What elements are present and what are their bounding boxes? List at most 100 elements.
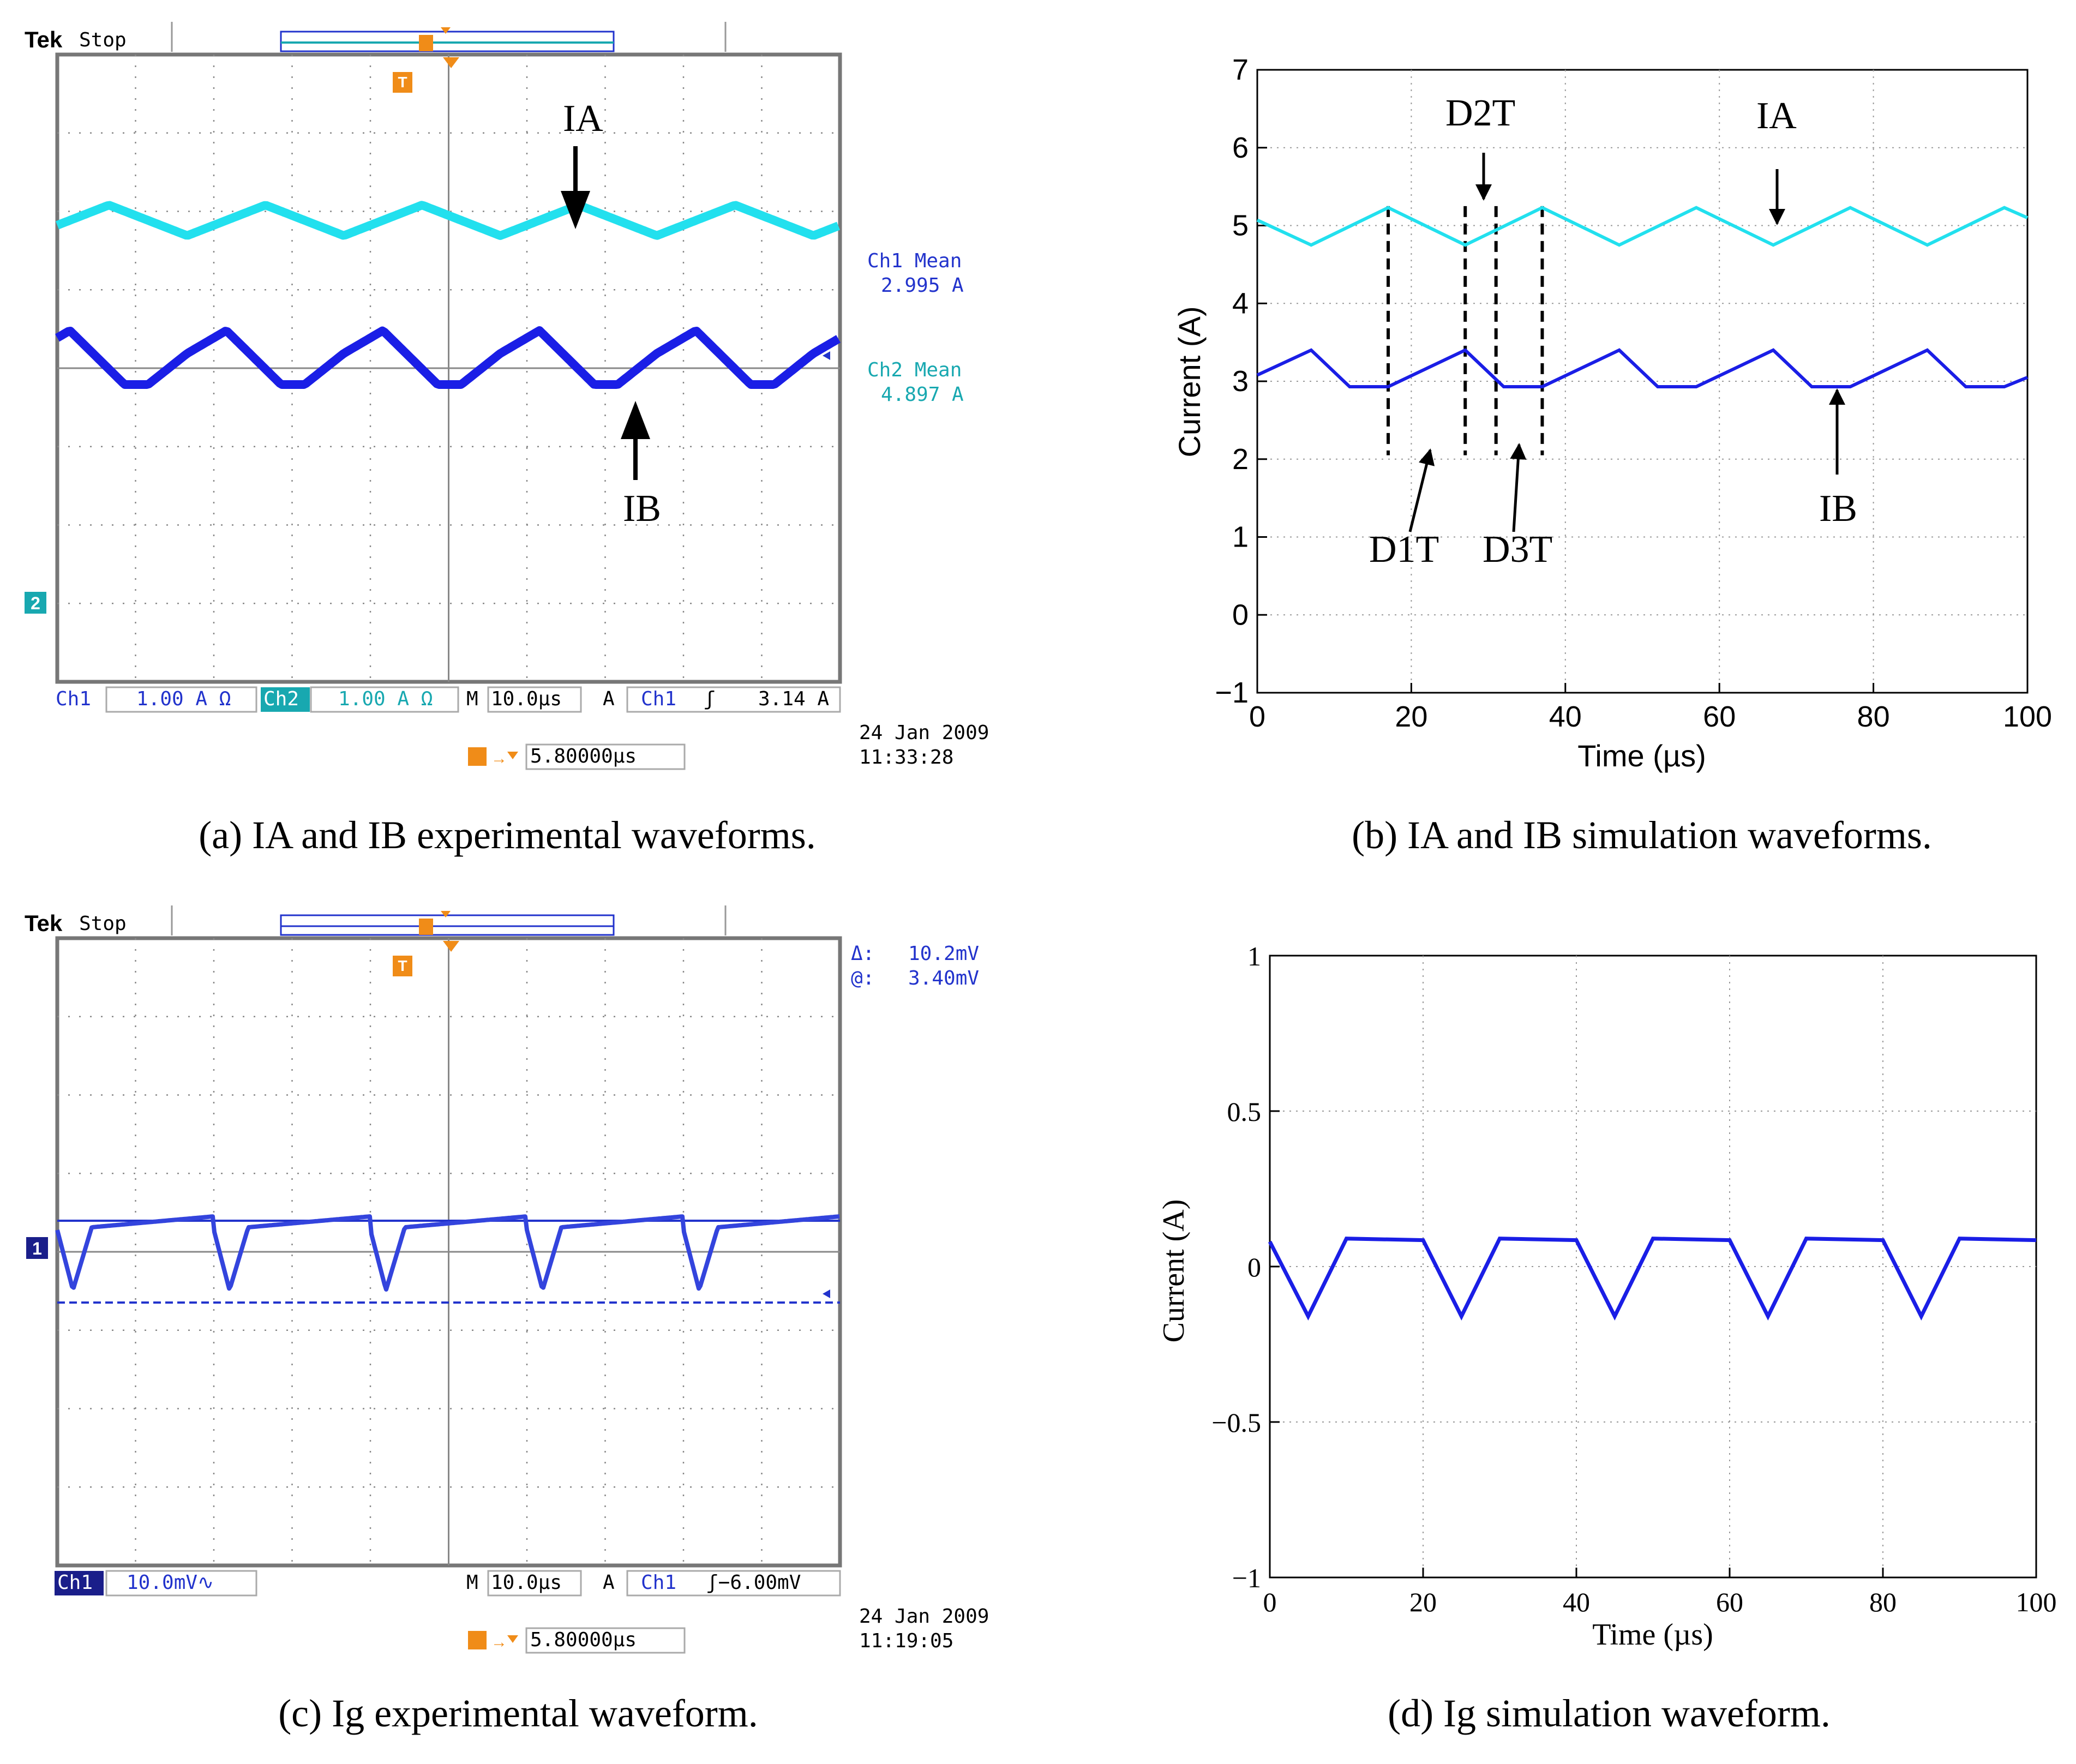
ch1-name-a: Ch1 [56, 688, 91, 710]
panel-a: Tek Stop T 2 IA IB Ch1 Mean 2.995 A Ch2 … [25, 22, 989, 857]
y-tick-label: 0 [1247, 1252, 1261, 1282]
scope-time-c: 11:19:05 [859, 1630, 953, 1652]
annot-ia-b: IA [1756, 95, 1797, 137]
svg-text:→: → [491, 749, 507, 767]
svg-text:M: M [466, 688, 478, 710]
ch1-scale-c: 10.0mV∿ [127, 1571, 214, 1594]
scope-time-a: 11:33:28 [859, 746, 953, 769]
trigger-position-a: 5.80000µs [530, 745, 637, 767]
record-view-bar-c [280, 914, 615, 936]
svg-text:1: 1 [32, 1239, 42, 1258]
label-ib-a: IB [623, 488, 661, 530]
ch1-mean-value: 2.995 A [881, 274, 964, 297]
y-tick-label: 4 [1232, 287, 1249, 320]
y-tick-label: 0.5 [1227, 1096, 1262, 1127]
trigger-t-icon [393, 72, 412, 93]
series-ia-line [1256, 206, 2029, 247]
scope-date-a: 24 Jan 2009 [859, 722, 989, 744]
time-div-c: 10.0µs [491, 1571, 562, 1594]
trace-ia-experimental [55, 201, 841, 240]
caption-b: (b) IA and IB simulation waveforms. [1352, 813, 1932, 857]
trigger-pos-icon-bottom-a [468, 747, 487, 766]
trace-ig-experimental [55, 1214, 840, 1292]
ylabel-d: Current (A) [1157, 1199, 1191, 1343]
x-tick-label: 80 [1869, 1587, 1897, 1617]
annot-ib-b: IB [1819, 488, 1857, 530]
trigger-t-icon-c [393, 956, 412, 976]
y-tick-label: −1 [1232, 1563, 1261, 1593]
x-tick-label: 0 [1263, 1587, 1277, 1617]
grid-d [1270, 956, 2036, 1577]
y-tick-label: 5 [1232, 209, 1249, 242]
axis-ticks-d: 0 20 40 60 80 100 −1 −0.5 0 0.5 1 [1211, 941, 2056, 1617]
scope-grid-a [57, 55, 840, 682]
svg-text:T: T [398, 957, 407, 974]
ch2-mean-title: Ch2 Mean [867, 359, 962, 381]
grid-b [1257, 70, 2027, 693]
y-tick-label: 0 [1232, 598, 1249, 631]
svg-text:2: 2 [31, 593, 40, 613]
trig-level-c: ʃ−6.00mV [706, 1571, 801, 1594]
y-tick-label: −0.5 [1211, 1407, 1261, 1438]
ch2-scale-a: 1.00 A Ω [338, 688, 433, 710]
svg-text:T: T [398, 74, 407, 91]
annot-d2-b: D2T [1445, 92, 1515, 134]
x-tick-label: 20 [1395, 700, 1427, 733]
trigger-position-c: 5.80000µs [530, 1629, 637, 1651]
xlabel-d: Time (µs) [1592, 1618, 1713, 1652]
x-tick-label: 100 [2003, 700, 2052, 733]
y-tick-label: −1 [1215, 676, 1249, 709]
plot-frame-d [1269, 955, 2037, 1579]
xlabel-b: Time (µs) [1577, 739, 1706, 773]
panel-d: 0 20 40 60 80 100 −1 −0.5 0 0.5 1 Time (µs) Curren… [1157, 941, 2057, 1735]
trigger-pos-icon [419, 35, 433, 51]
series-ib-line [1256, 348, 2029, 388]
cursor-delta-value: 10.2mV [908, 943, 979, 965]
trig-level-a: 3.14 A [758, 688, 829, 710]
x-tick-label: 100 [2016, 1587, 2057, 1617]
y-tick-label: 2 [1232, 443, 1249, 476]
scope-status-a: Stop [79, 29, 127, 51]
x-tick-label: 80 [1857, 700, 1890, 733]
scope-status-c: Stop [79, 913, 127, 935]
ch2-ref-marker-icon [823, 351, 830, 360]
annot-d3-b: D3T [1483, 529, 1552, 571]
svg-text:Ch1: Ch1 [641, 1571, 676, 1594]
ch1-mean-title: Ch1 Mean [867, 250, 962, 272]
x-tick-label: 20 [1409, 1587, 1437, 1617]
ch2-name-a: Ch2 [263, 688, 299, 710]
svg-text:Ch1: Ch1 [641, 688, 676, 710]
panel-c: Tek Stop T 1 Δ: 10.2mV @: 3.40mV Ch1 10.… [25, 905, 989, 1735]
svg-text:M: M [466, 1571, 478, 1594]
y-tick-label: 1 [1232, 521, 1249, 554]
series-ig-line [1268, 1237, 2037, 1321]
trig-slope-icon: ʃ [704, 688, 716, 710]
ch1-scale-a: 1.00 A Ω [136, 688, 231, 710]
ch2-mean-value: 4.897 A [881, 383, 964, 406]
tek-brand-c: Tek [25, 910, 63, 936]
x-tick-label: 0 [1249, 700, 1265, 733]
trigger-marker-icon [443, 57, 459, 68]
scope-date-c: 24 Jan 2009 [859, 1605, 989, 1628]
tek-brand-a: Tek [25, 27, 63, 52]
cursor-delta-label: Δ: [851, 943, 874, 965]
ylabel-b: Current (A) [1172, 307, 1207, 458]
caption-d: (d) Ig simulation waveform. [1388, 1691, 1831, 1735]
dashed-markers-b [1387, 206, 1544, 455]
y-tick-label: 3 [1232, 365, 1249, 398]
annot-d1-b: D1T [1369, 529, 1439, 571]
time-div-a: 10.0µs [491, 688, 562, 710]
cursor-at-value: 3.40mV [908, 967, 979, 989]
y-tick-label: 1 [1247, 941, 1261, 971]
svg-text:A: A [603, 688, 615, 710]
cursor-at-label: @: [851, 967, 874, 989]
channel-2-marker [25, 592, 46, 614]
caption-a: (a) IA and IB experimental waveforms. [199, 813, 816, 857]
x-tick-label: 60 [1703, 700, 1736, 733]
x-tick-label: 40 [1563, 1587, 1590, 1617]
svg-text:A: A [603, 1571, 615, 1594]
trace-ib-experimental [55, 326, 841, 389]
